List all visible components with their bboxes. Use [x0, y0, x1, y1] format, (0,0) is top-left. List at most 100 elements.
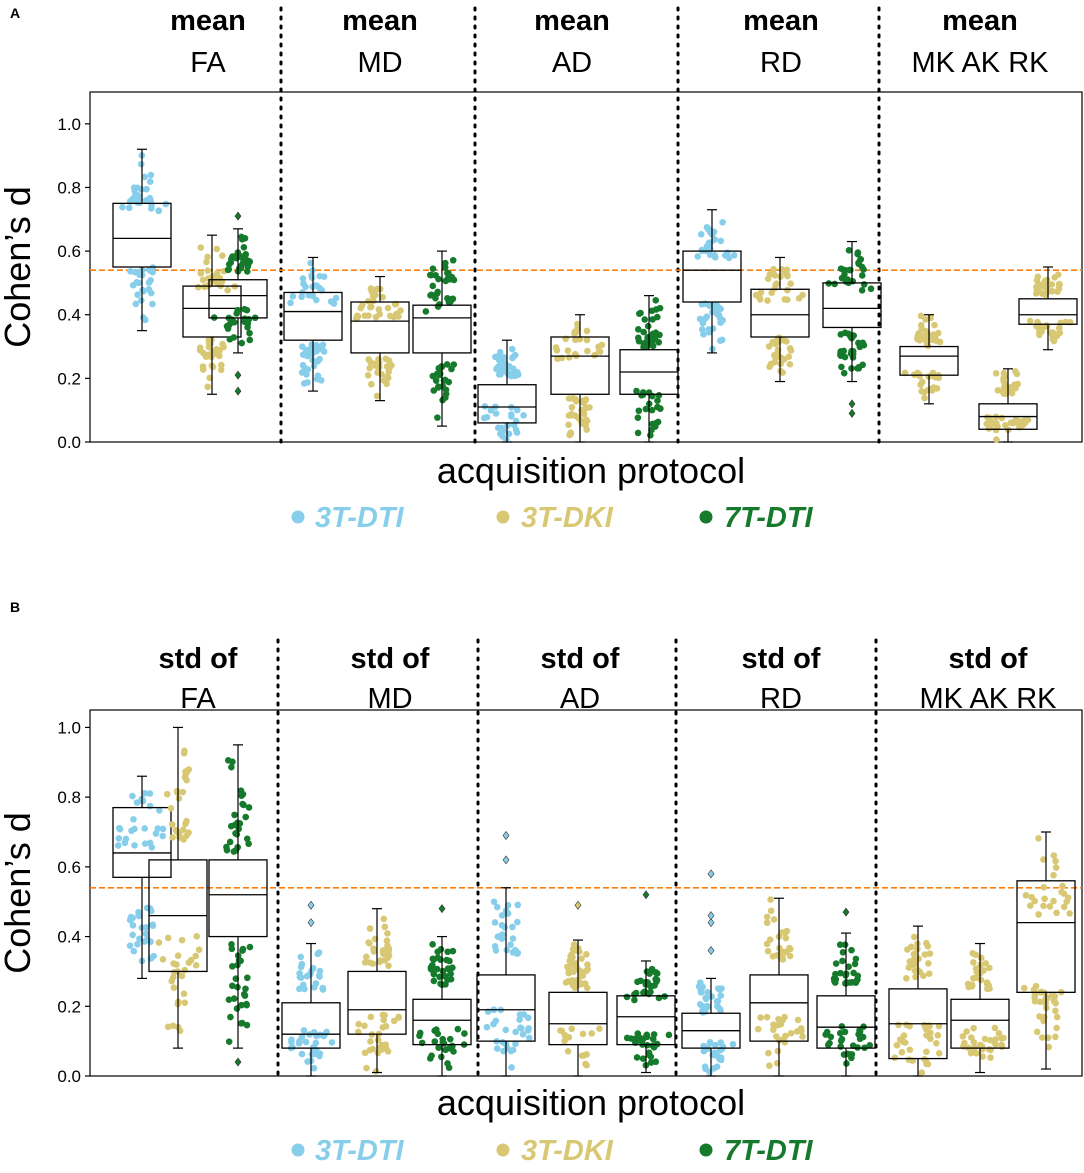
legend-label: 3T-DTI: [315, 1135, 405, 1167]
data-point: [583, 327, 591, 335]
data-point: [571, 984, 579, 991]
outlier-point: [574, 900, 582, 910]
data-point: [1052, 1007, 1059, 1015]
data-point: [520, 412, 527, 419]
data-point: [493, 1045, 501, 1052]
group-heading-bottom: AD: [552, 47, 592, 79]
y-tick-label: 0.6: [57, 242, 81, 261]
group-heading-bottom: MD: [357, 47, 402, 79]
group-heading-top: std of: [742, 643, 821, 675]
group-heading-top: mean: [743, 5, 819, 37]
data-point: [564, 1047, 572, 1055]
data-point: [225, 261, 233, 268]
data-point: [1028, 893, 1036, 901]
data-point: [782, 934, 790, 942]
data-point: [799, 291, 806, 299]
plot-frame: [89, 709, 1083, 1077]
data-point: [127, 914, 135, 921]
box-dti3t: [476, 830, 536, 1077]
data-point: [317, 377, 325, 384]
data-point: [246, 336, 254, 344]
data-point: [430, 977, 438, 985]
data-point: [700, 1047, 708, 1055]
box-dki3t: [347, 908, 407, 1075]
outlier-point: [848, 408, 856, 418]
data-point: [853, 977, 860, 985]
data-point: [992, 370, 1000, 377]
data-point: [634, 978, 641, 986]
data-point: [1040, 902, 1047, 910]
data-point: [135, 912, 143, 920]
data-point: [1052, 857, 1059, 865]
data-point: [227, 822, 235, 830]
data-point: [964, 980, 972, 988]
data-point: [327, 298, 335, 305]
data-point: [1002, 387, 1009, 395]
data-point: [131, 268, 139, 276]
data-point: [648, 426, 655, 434]
data-point: [129, 922, 137, 929]
data-point: [765, 343, 773, 350]
data-point: [182, 768, 189, 775]
y-tick-label: 0.8: [57, 788, 81, 807]
data-point: [228, 763, 235, 771]
data-point: [115, 835, 123, 842]
data-point: [1048, 281, 1056, 288]
data-point: [698, 1002, 706, 1010]
data-point: [204, 253, 211, 261]
data-point: [149, 921, 157, 928]
data-point: [130, 947, 138, 955]
data-point: [901, 1039, 909, 1046]
data-point: [717, 1007, 724, 1015]
outlier-point: [234, 211, 242, 221]
data-point: [998, 1034, 1005, 1042]
group-heading-top: mean: [170, 5, 246, 37]
data-point: [392, 310, 400, 318]
data-point: [910, 950, 918, 958]
data-point: [147, 197, 154, 205]
data-point: [317, 345, 325, 353]
data-point: [921, 1021, 928, 1029]
data-point: [306, 971, 314, 978]
data-point: [204, 383, 212, 391]
data-point: [361, 959, 369, 966]
data-point: [183, 776, 190, 784]
box-iqr: [822, 282, 882, 329]
data-point: [837, 1043, 844, 1050]
data-point: [576, 948, 583, 955]
data-point: [824, 1041, 832, 1049]
data-point: [437, 945, 445, 953]
data-point: [914, 945, 921, 953]
data-point: [636, 1034, 643, 1041]
data-point: [246, 943, 254, 951]
data-point: [1060, 903, 1068, 911]
data-point: [799, 1033, 806, 1040]
data-point: [500, 1047, 507, 1055]
data-point: [699, 319, 707, 327]
data-point: [1041, 278, 1048, 286]
data-point: [909, 961, 916, 969]
data-point: [571, 328, 579, 336]
data-point: [766, 1062, 773, 1070]
data-point: [373, 392, 381, 400]
data-point: [512, 1028, 519, 1036]
data-point: [553, 346, 561, 354]
data-point: [434, 288, 442, 296]
data-point: [1055, 284, 1063, 292]
data-point: [170, 960, 177, 967]
box-iqr: [682, 250, 742, 303]
data-point: [904, 946, 911, 953]
outlier-point: [438, 904, 446, 914]
data-point: [378, 370, 385, 378]
box-dti3t: [682, 209, 742, 354]
data-point: [1053, 909, 1060, 917]
data-point: [238, 1001, 245, 1009]
box-dti3t: [281, 900, 341, 1077]
data-point: [1043, 285, 1051, 293]
box-dki3t: [148, 726, 208, 1049]
legend-marker: [496, 1143, 510, 1157]
data-point: [634, 429, 642, 437]
y-tick-label: 0.2: [57, 369, 81, 388]
data-point: [994, 386, 1002, 394]
data-point: [631, 991, 638, 998]
